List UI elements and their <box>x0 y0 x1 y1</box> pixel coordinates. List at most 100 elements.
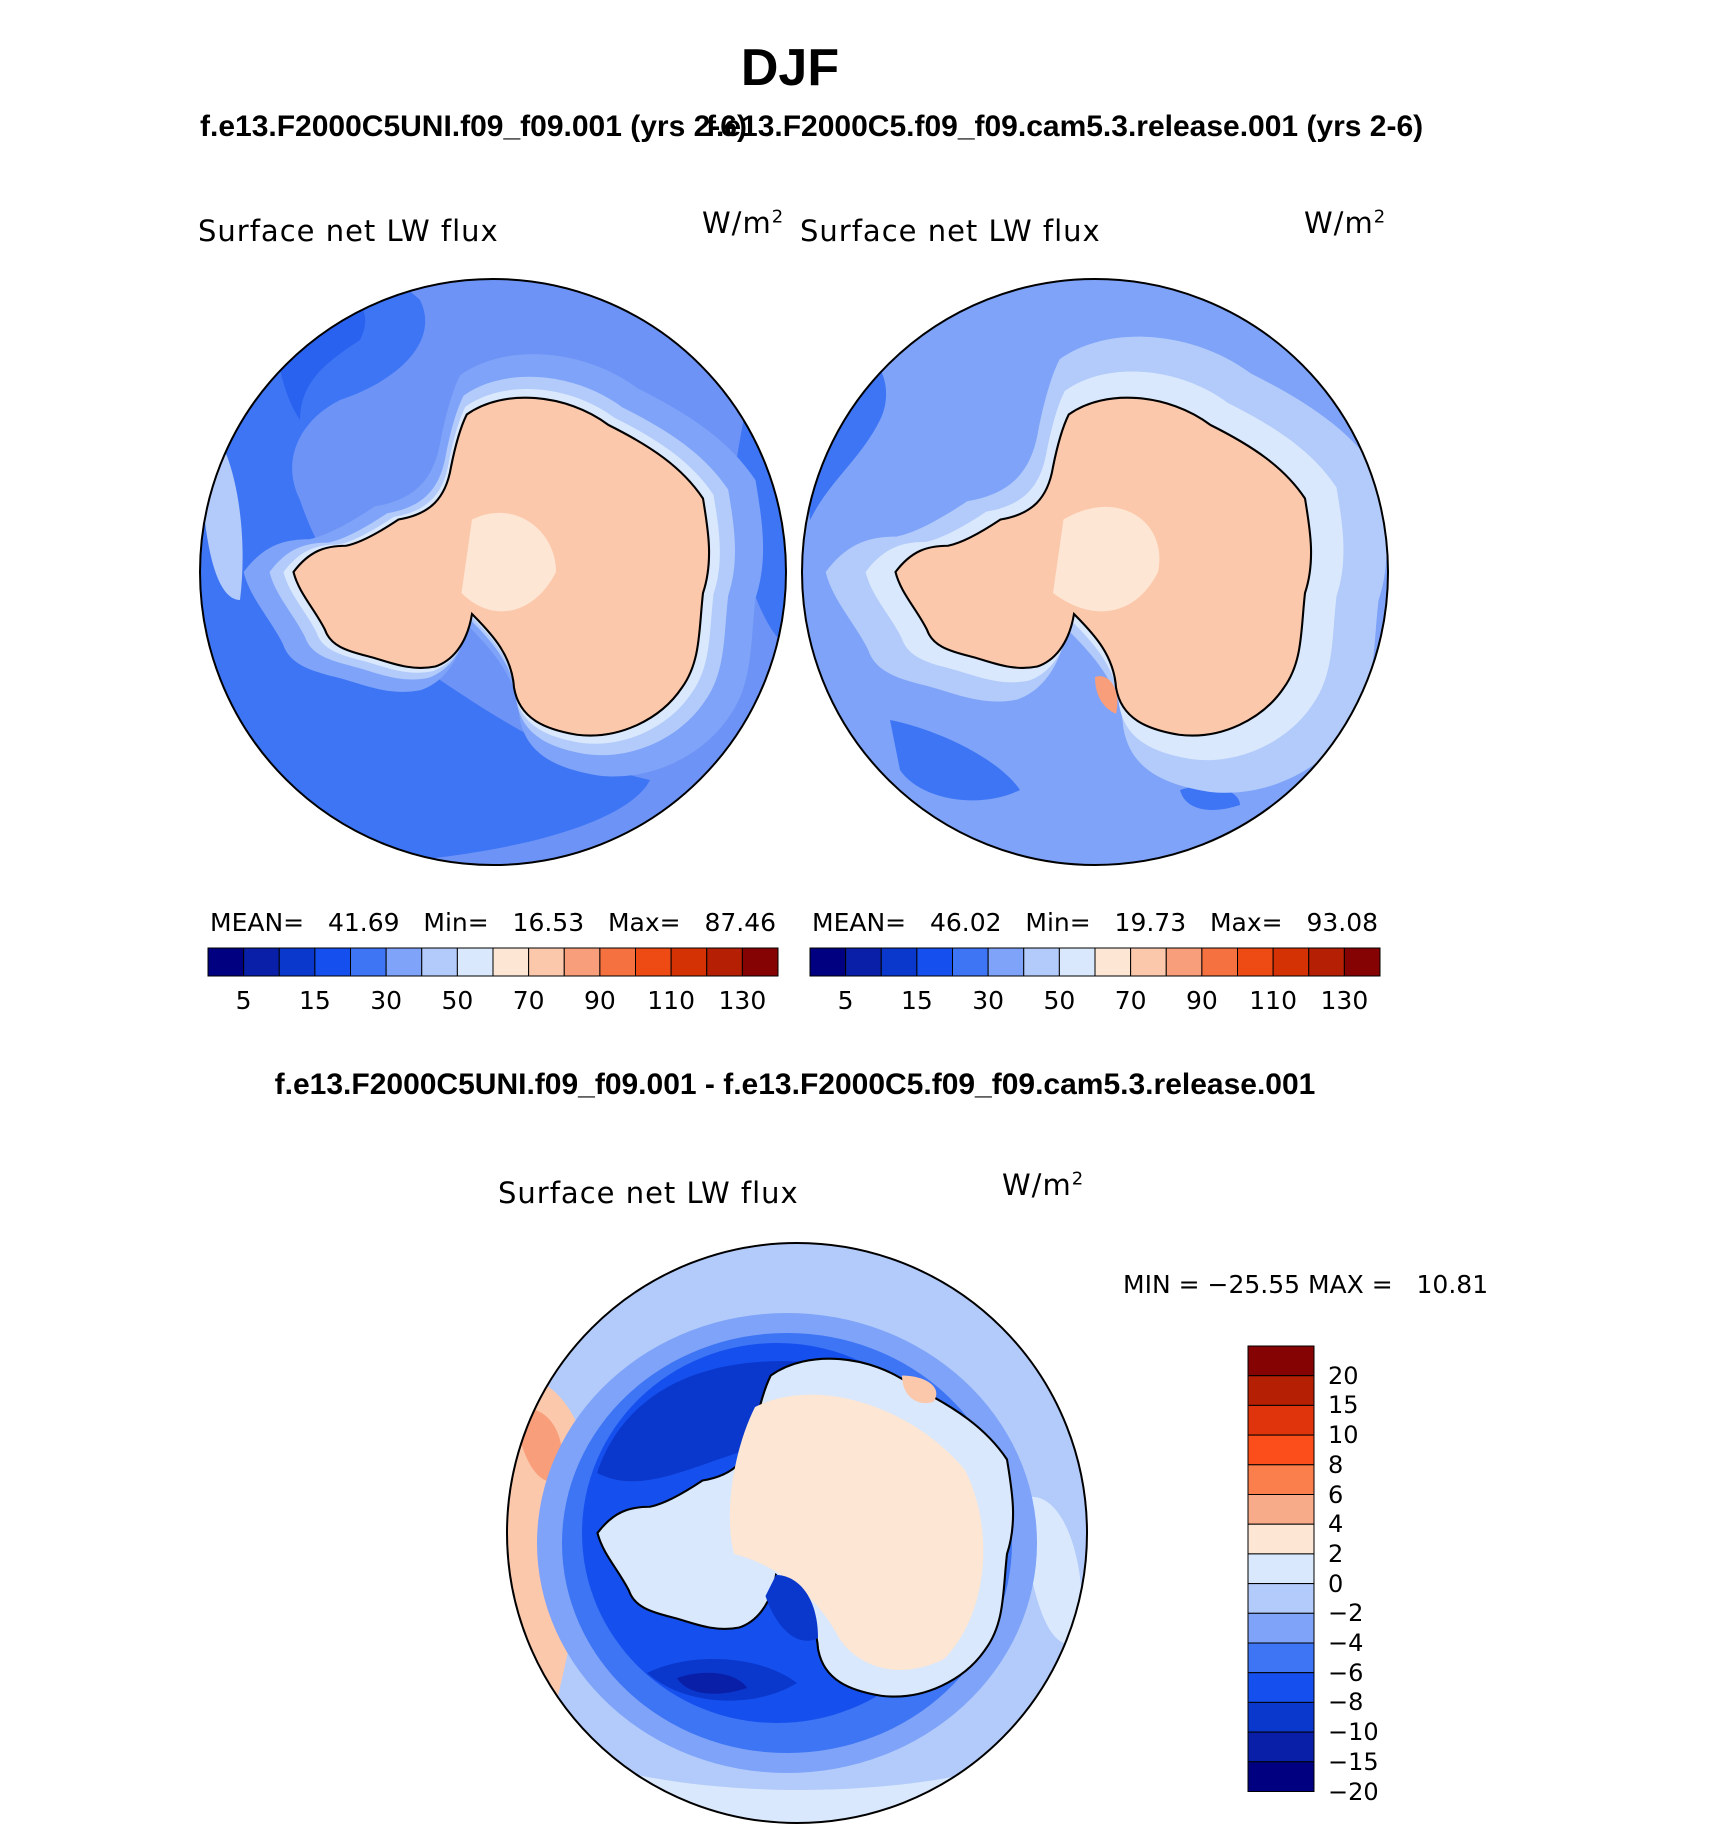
colorbar-box <box>314 947 351 977</box>
panel-left-variable: Surface net LW flux <box>198 214 499 248</box>
map-right-border <box>801 278 1389 866</box>
colorbar-box <box>1247 1761 1315 1793</box>
colorbar-tick-label: 90 <box>1185 986 1218 1015</box>
colorbar-box <box>987 947 1025 977</box>
panel-right-units: W/m2 <box>1304 206 1387 240</box>
colorbar-tick-label: 10 <box>1328 1421 1359 1450</box>
colorbar-box <box>1023 947 1060 977</box>
colorbar-tick-label: −2 <box>1328 1599 1364 1628</box>
map-diff-border <box>506 1242 1088 1824</box>
colorbar-box <box>385 947 423 977</box>
colorbar-box <box>207 947 245 977</box>
colorbar-tick-label: 15 <box>298 986 331 1015</box>
diff-units: W/m2 <box>1002 1168 1085 1202</box>
diff-title: f.e13.F2000C5UNI.f09_f09.001 - f.e13.F20… <box>274 1068 1316 1101</box>
colorbar-box <box>1343 947 1381 977</box>
colorbar-box <box>1247 1404 1315 1436</box>
colorbar-tick-label: 30 <box>370 986 403 1015</box>
colorbar-tick-label: −10 <box>1328 1718 1379 1747</box>
colorbar-tick-label: −6 <box>1328 1658 1364 1687</box>
colorbar-box <box>1247 1523 1315 1555</box>
colorbar-tick-label: 70 <box>1114 986 1147 1015</box>
map-left <box>200 279 786 865</box>
season-title: DJF <box>740 39 840 97</box>
map-diff <box>507 1243 1087 1823</box>
colorbar-tick-label: 50 <box>441 986 474 1015</box>
colorbar-box <box>1247 1494 1315 1525</box>
colorbar-box <box>1272 947 1310 977</box>
colorbar-tick-label: 110 <box>1249 986 1297 1015</box>
colorbar-tick-label: 110 <box>647 986 695 1015</box>
colorbar-box <box>350 947 387 977</box>
colorbar-box <box>278 947 316 977</box>
colorbar-tick-label: −8 <box>1328 1688 1364 1717</box>
colorbar-box <box>1247 1642 1315 1674</box>
colorbar-box <box>1308 947 1345 977</box>
colorbar-box <box>1247 1553 1315 1585</box>
colorbar-box <box>1094 947 1132 977</box>
colorbar-tick-label: 5 <box>837 986 854 1015</box>
colorbar-box <box>916 947 953 977</box>
colorbar-diff <box>1247 1345 1315 1793</box>
colorbar-tick-label: 2 <box>1328 1539 1344 1568</box>
colorbar-tick-label: 30 <box>972 986 1005 1015</box>
colorbar-box <box>706 947 743 977</box>
colorbar-box <box>1247 1375 1315 1406</box>
colorbar-tick-label: 15 <box>1328 1391 1359 1420</box>
colorbar-tick-label: 70 <box>512 986 545 1015</box>
colorbar-tick-label: 130 <box>1320 986 1369 1015</box>
colorbar-box <box>880 947 918 977</box>
colorbar-box <box>1165 947 1203 977</box>
colorbar-tick-label: −15 <box>1328 1747 1379 1776</box>
panel-left-stats: MEAN= 41.69 Min= 16.53 Max= 87.46 <box>210 908 777 937</box>
colorbar-box <box>421 947 458 977</box>
case-title-right: f.e13.F2000C5.f09_f09.cam5.3.release.001… <box>706 110 1424 143</box>
colorbar-left <box>207 947 779 977</box>
colorbar-box <box>599 947 636 977</box>
colorbar-box <box>528 947 565 977</box>
colorbar-box <box>1130 947 1167 977</box>
colorbar-box <box>845 947 882 977</box>
colorbar-box <box>1247 1583 1315 1614</box>
colorbar-tick-label: 50 <box>1043 986 1076 1015</box>
diff-variable: Surface net LW flux <box>498 1176 799 1210</box>
colorbar-tick-label: 8 <box>1328 1450 1344 1479</box>
colorbar-right <box>809 947 1381 977</box>
panel-right-variable: Surface net LW flux <box>800 214 1101 248</box>
colorbar-box <box>1247 1434 1315 1466</box>
colorbar-box <box>456 947 494 977</box>
colorbar-tick-label: 130 <box>718 986 767 1015</box>
colorbar-box <box>563 947 601 977</box>
colorbar-tick-label: 0 <box>1328 1569 1344 1598</box>
colorbar-box <box>1201 947 1238 977</box>
colorbar-box <box>1058 947 1096 977</box>
colorbar-box <box>1247 1672 1315 1703</box>
colorbar-tick-label: 15 <box>900 986 933 1015</box>
colorbar-box <box>1247 1464 1315 1496</box>
map-left-border <box>199 278 787 866</box>
case-title-left: f.e13.F2000C5UNI.f09_f09.001 (yrs 2-6) <box>200 110 747 143</box>
colorbar-tick-label: 5 <box>235 986 252 1015</box>
colorbar-box <box>492 947 530 977</box>
colorbar-tick-label: 6 <box>1328 1480 1344 1509</box>
colorbar-tick-label: −20 <box>1328 1777 1379 1806</box>
colorbar-box <box>741 947 779 977</box>
colorbar-box <box>1247 1731 1315 1763</box>
colorbar-box <box>809 947 847 977</box>
diff-minmax: MIN = −25.55 MAX = 10.81 <box>1123 1270 1489 1299</box>
panel-left-units: W/m2 <box>702 206 785 240</box>
colorbar-tick-label: 90 <box>583 986 616 1015</box>
colorbar-tick-label: 20 <box>1328 1361 1359 1390</box>
colorbar-tick-label: 4 <box>1328 1510 1344 1539</box>
colorbar-box <box>1247 1612 1315 1644</box>
colorbar-box <box>670 947 708 977</box>
colorbar-box <box>1247 1701 1315 1733</box>
colorbar-box <box>1247 1345 1315 1377</box>
colorbar-box <box>243 947 280 977</box>
map-right <box>802 279 1388 865</box>
colorbar-box <box>635 947 672 977</box>
colorbar-box <box>952 947 989 977</box>
colorbar-tick-label: −4 <box>1328 1629 1364 1657</box>
colorbar-box <box>1237 947 1274 977</box>
